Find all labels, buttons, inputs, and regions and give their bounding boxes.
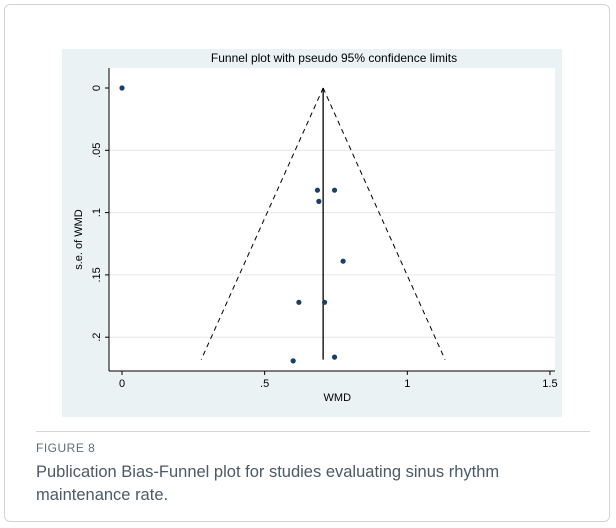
- figure-caption: Publication Bias-Funnel plot for studies…: [36, 463, 500, 504]
- study-point: [290, 358, 296, 364]
- x-axis-label: WMD: [324, 392, 352, 404]
- caption-divider: [36, 431, 590, 432]
- study-point: [296, 299, 302, 305]
- x-tick-label: 1: [404, 378, 410, 390]
- study-point: [331, 354, 338, 360]
- x-tick-label: .5: [260, 378, 269, 390]
- study-point: [314, 187, 321, 193]
- lower-confidence-limit: [200, 87, 324, 360]
- plot-area: [109, 68, 555, 371]
- study-point: [321, 299, 328, 305]
- study-point: [316, 198, 322, 204]
- study-point: [340, 258, 346, 264]
- y-tick-label: .15: [91, 267, 103, 282]
- study-point: [331, 187, 338, 193]
- x-tick-label: 1.5: [542, 378, 557, 390]
- y-tick-label: .2: [91, 333, 103, 342]
- funnel-plot-chart: 0 .05 .1 .15 .2 0 .5 1 1.5 Funnel plot with pseud…: [73, 51, 558, 404]
- y-tick-label: .1: [91, 208, 103, 217]
- upper-confidence-limit: [322, 87, 446, 360]
- y-tick-label: 0: [91, 85, 103, 91]
- y-tick-label: .05: [91, 143, 103, 158]
- figure-card: 0 .05 .1 .15 .2 0 .5 1 1.5 Funnel plot with pseud…: [4, 4, 610, 522]
- funnel-plot-figure: 0 .05 .1 .15 .2 0 .5 1 1.5 Funnel plot with pseud…: [62, 49, 562, 417]
- figure-label: FIGURE 8: [36, 441, 96, 455]
- study-point: [119, 85, 125, 91]
- chart-title: Funnel plot with pseudo 95% confidence l…: [211, 51, 457, 65]
- x-tick-label: 0: [119, 378, 125, 390]
- y-axis-label: s.e. of WMD: [73, 209, 85, 270]
